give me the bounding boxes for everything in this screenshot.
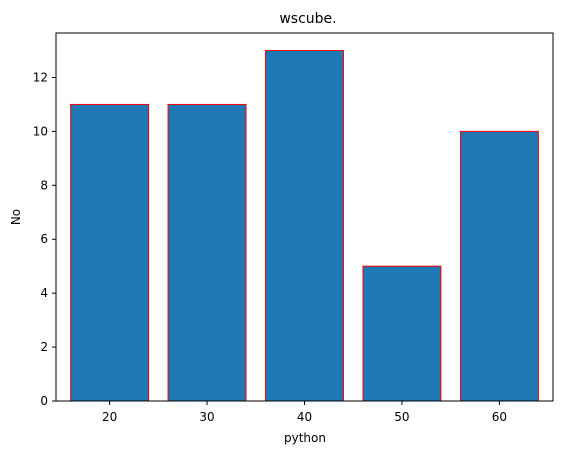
x-tick-label: 30 <box>199 410 214 424</box>
chart-title: wscube. <box>279 11 336 27</box>
x-tick-label: 50 <box>394 410 409 424</box>
y-tick-label: 10 <box>33 124 48 138</box>
y-tick-label: 0 <box>40 394 48 408</box>
x-axis-ticks: 20 30 40 50 60 <box>102 401 507 424</box>
y-tick-label: 12 <box>33 70 48 84</box>
y-tick-label: 6 <box>40 232 48 246</box>
y-axis-label: No <box>9 209 23 225</box>
y-tick-label: 8 <box>40 178 48 192</box>
bar-20 <box>70 103 150 402</box>
bar-40 <box>265 50 344 402</box>
x-axis-label: python <box>284 431 326 445</box>
x-tick-label: 60 <box>492 410 507 424</box>
x-tick-label: 40 <box>297 410 312 424</box>
x-tick-label: 20 <box>102 410 117 424</box>
bar-60 <box>459 130 539 402</box>
y-axis-ticks: 0 2 4 6 8 10 12 <box>33 70 56 408</box>
bars-group <box>70 50 539 402</box>
bar-30 <box>167 103 247 402</box>
y-tick-label: 4 <box>40 286 48 300</box>
bar-50 <box>362 265 442 402</box>
y-tick-label: 2 <box>40 340 48 354</box>
